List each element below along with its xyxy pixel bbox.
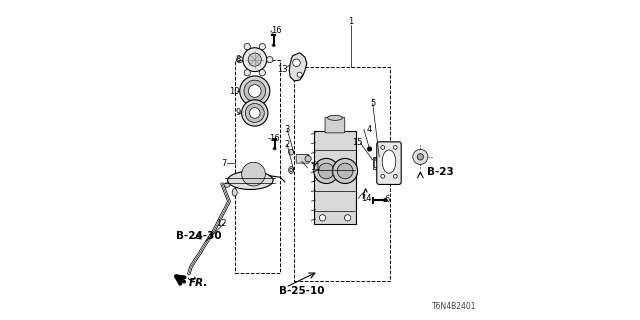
- Circle shape: [292, 59, 300, 67]
- Circle shape: [248, 53, 261, 66]
- Circle shape: [267, 57, 273, 63]
- Ellipse shape: [328, 115, 342, 120]
- Circle shape: [297, 72, 302, 77]
- Text: 9: 9: [235, 108, 241, 117]
- Text: 16: 16: [271, 26, 282, 35]
- Ellipse shape: [382, 150, 396, 173]
- Circle shape: [381, 174, 385, 178]
- Circle shape: [242, 100, 268, 126]
- FancyBboxPatch shape: [325, 117, 345, 133]
- Text: 5: 5: [370, 99, 375, 108]
- Text: 3: 3: [284, 125, 289, 134]
- Circle shape: [394, 174, 397, 178]
- Ellipse shape: [232, 188, 237, 196]
- Circle shape: [314, 158, 339, 184]
- Text: B-23: B-23: [427, 167, 453, 177]
- Bar: [372, 157, 383, 169]
- Text: B-24-30: B-24-30: [177, 231, 222, 241]
- Circle shape: [367, 147, 372, 151]
- Circle shape: [237, 57, 243, 63]
- Text: 16: 16: [269, 134, 280, 143]
- Text: FR.: FR.: [188, 278, 207, 288]
- Ellipse shape: [272, 44, 275, 46]
- FancyBboxPatch shape: [296, 154, 309, 163]
- Circle shape: [259, 69, 266, 76]
- Bar: [235, 60, 280, 273]
- Circle shape: [344, 215, 351, 221]
- Circle shape: [333, 158, 358, 184]
- Polygon shape: [289, 53, 307, 81]
- Bar: [314, 131, 356, 223]
- Circle shape: [413, 149, 428, 164]
- Text: 4: 4: [367, 125, 372, 134]
- Text: 2: 2: [284, 140, 289, 149]
- Bar: [374, 158, 381, 167]
- Circle shape: [248, 85, 261, 97]
- Circle shape: [250, 108, 260, 118]
- Text: 10: 10: [229, 86, 239, 95]
- Text: 8: 8: [235, 55, 241, 64]
- Circle shape: [240, 76, 270, 106]
- FancyBboxPatch shape: [377, 142, 401, 184]
- Circle shape: [417, 154, 424, 160]
- Text: 12: 12: [216, 219, 227, 228]
- Text: T6N4B2401: T6N4B2401: [431, 302, 476, 311]
- Circle shape: [376, 158, 380, 162]
- Ellipse shape: [383, 199, 387, 202]
- Circle shape: [305, 156, 311, 162]
- Circle shape: [244, 69, 250, 76]
- Circle shape: [259, 44, 266, 50]
- Ellipse shape: [228, 171, 273, 189]
- Text: 7: 7: [221, 159, 227, 168]
- Text: 14: 14: [361, 194, 371, 203]
- Circle shape: [319, 215, 326, 221]
- Text: B-25-10: B-25-10: [279, 286, 324, 296]
- Ellipse shape: [289, 149, 294, 155]
- Ellipse shape: [224, 183, 230, 187]
- Circle shape: [337, 163, 353, 179]
- Circle shape: [243, 48, 267, 72]
- Ellipse shape: [273, 148, 276, 150]
- Text: 13: 13: [276, 65, 287, 74]
- Text: 11: 11: [310, 163, 321, 172]
- Circle shape: [245, 103, 264, 123]
- Circle shape: [244, 80, 266, 102]
- Bar: [294, 68, 390, 281]
- Text: 15: 15: [352, 138, 363, 147]
- Circle shape: [244, 44, 250, 50]
- Circle shape: [381, 146, 385, 149]
- Text: 6: 6: [385, 195, 390, 204]
- Ellipse shape: [289, 167, 294, 173]
- Circle shape: [394, 146, 397, 149]
- Ellipse shape: [290, 168, 292, 172]
- Text: 1: 1: [348, 17, 353, 26]
- Circle shape: [242, 162, 266, 186]
- Circle shape: [319, 163, 334, 179]
